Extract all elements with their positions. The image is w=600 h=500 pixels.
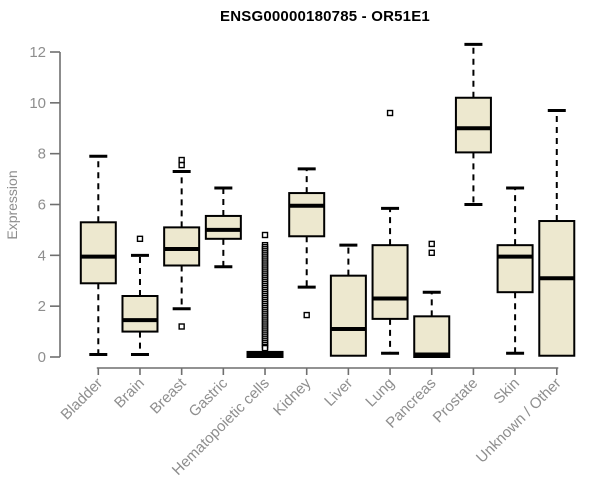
y-tick-label: 4 <box>38 247 46 264</box>
x-tick-label-kidney: Kidney <box>270 374 315 419</box>
outlier-point <box>261 231 269 239</box>
iqr-box <box>538 220 576 357</box>
y-tick-label: 2 <box>38 298 46 315</box>
iqr-box <box>288 192 326 238</box>
box-group-prostate <box>454 42 492 206</box>
outlier-point <box>136 235 144 243</box>
box-group-brain <box>121 235 159 356</box>
y-tick-label: 0 <box>38 349 46 366</box>
box-group-hematopoietic-cells <box>246 231 284 358</box>
y-tick-label: 8 <box>38 146 46 163</box>
iqr-box <box>204 214 242 240</box>
outlier-point <box>428 249 435 256</box>
box-group-bladder <box>79 154 117 356</box>
outlier-point <box>261 344 269 352</box>
y-tick-label: 12 <box>29 44 46 61</box>
iqr-box <box>121 295 159 333</box>
iqr-box <box>496 244 534 294</box>
iqr-box <box>163 226 201 267</box>
outlier-point <box>386 109 394 117</box>
outlier-point <box>178 156 185 164</box>
iqr-box <box>454 96 492 154</box>
outlier-point <box>428 240 435 248</box>
iqr-box <box>413 315 451 359</box>
box-group-gastric <box>204 186 242 269</box>
box-group-skin <box>496 186 534 355</box>
iqr-box <box>79 221 117 285</box>
outlier-point <box>178 323 185 330</box>
box-group-kidney <box>288 167 326 319</box>
y-tick-label: 6 <box>38 197 46 214</box>
box-group-lung <box>371 109 409 355</box>
outlier-point <box>303 311 310 319</box>
outlier-point <box>178 161 185 169</box>
chart-title: ENSG00000180785 - OR51E1 <box>220 8 430 25</box>
x-tick-label-bladder: Bladder <box>58 375 107 424</box>
box-group-breast <box>163 156 201 330</box>
x-tick-label-brain: Brain <box>111 375 148 412</box>
x-tick-label-breast: Breast <box>147 374 190 417</box>
x-tick-label-prostate: Prostate <box>430 375 482 427</box>
iqr-box <box>329 274 367 357</box>
box-group-liver <box>329 243 367 357</box>
x-tick-label-skin: Skin <box>490 375 523 408</box>
y-tick-label: 10 <box>29 95 46 112</box>
box-group-unknown-other <box>538 108 576 357</box>
x-tick-label-lung: Lung <box>362 375 398 411</box>
iqr-box <box>371 244 409 320</box>
box-group-pancreas <box>413 240 451 359</box>
x-tick-label-liver: Liver <box>321 375 356 410</box>
